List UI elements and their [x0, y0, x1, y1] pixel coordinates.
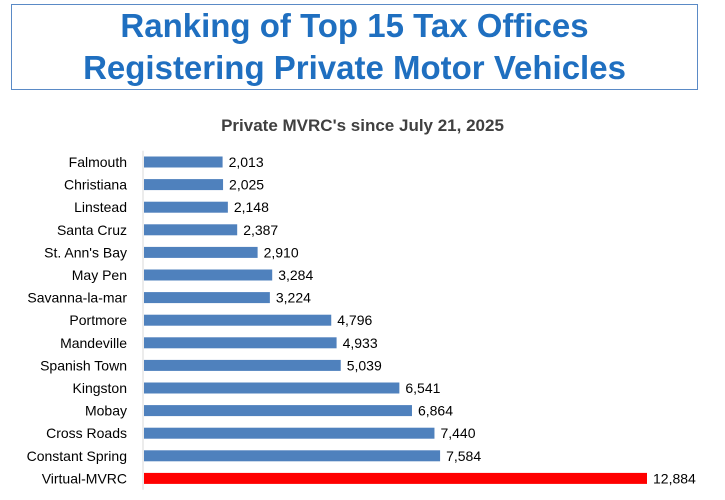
bar	[144, 405, 412, 417]
category-label: Linstead	[74, 199, 127, 215]
category-label: Mobay	[85, 403, 127, 419]
data-label: 3,284	[278, 267, 313, 283]
category-label: Portmore	[69, 312, 127, 328]
data-label: 6,864	[418, 403, 453, 419]
page-title: Ranking of Top 15 Tax Offices Registerin…	[83, 7, 626, 86]
data-label: 2,910	[264, 244, 299, 260]
category-label: Cross Roads	[46, 425, 127, 441]
bar	[144, 472, 647, 484]
bar	[144, 292, 270, 304]
bar	[144, 427, 435, 439]
data-label: 2,387	[243, 222, 278, 238]
bar	[144, 201, 228, 213]
bar	[144, 314, 332, 326]
data-label: 5,039	[347, 357, 382, 373]
category-label: St. Ann's Bay	[44, 244, 127, 260]
bar	[144, 179, 224, 191]
data-label: 12,884	[653, 470, 696, 486]
bar	[144, 246, 258, 258]
category-label: Constant Spring	[27, 448, 127, 464]
chart-title: Private MVRC's since July 21, 2025	[221, 116, 504, 135]
data-label: 7,440	[440, 425, 475, 441]
bar	[144, 156, 223, 168]
data-label: 4,933	[343, 335, 378, 351]
data-label: 6,541	[405, 380, 440, 396]
bar	[144, 337, 337, 349]
data-label: 2,148	[234, 199, 269, 215]
category-label: Savanna-la-mar	[27, 290, 127, 306]
bar	[144, 450, 441, 462]
data-label: 2,013	[229, 154, 264, 170]
data-label: 3,224	[276, 290, 311, 306]
data-label: 2,025	[229, 177, 264, 193]
category-label: Santa Cruz	[57, 222, 127, 238]
category-label: Mandeville	[60, 335, 127, 351]
category-label: Falmouth	[69, 154, 127, 170]
bar	[144, 359, 341, 371]
data-label: 7,584	[446, 448, 481, 464]
bar	[144, 224, 238, 236]
category-label: Christiana	[64, 177, 127, 193]
bar	[144, 382, 400, 394]
category-label: Kingston	[73, 380, 127, 396]
category-label: Virtual-MVRC	[42, 470, 127, 486]
title-box: Ranking of Top 15 Tax Offices Registerin…	[11, 4, 698, 90]
data-label: 4,796	[337, 312, 372, 328]
category-label: Spanish Town	[40, 357, 127, 373]
category-label: May Pen	[72, 267, 127, 283]
bar	[144, 269, 273, 281]
